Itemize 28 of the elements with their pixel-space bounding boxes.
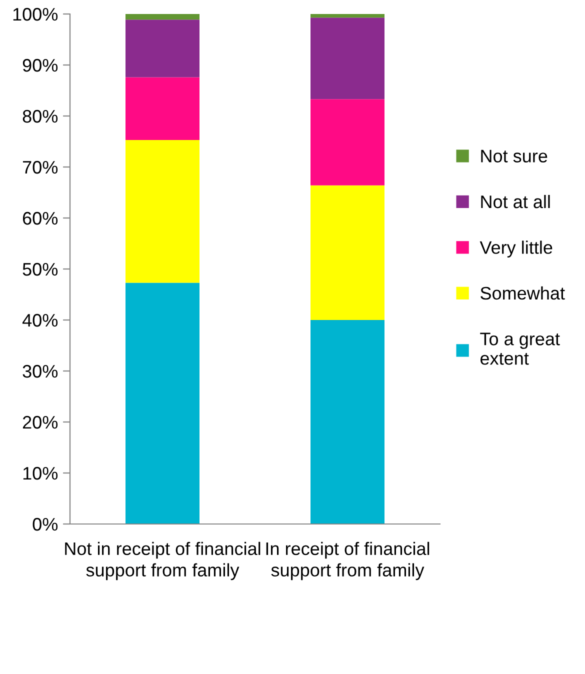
y-tick-label: 50% [22, 262, 58, 276]
legend-label: Not at all [481, 194, 550, 208]
bar [310, 18, 384, 100]
legend-label: Somewhat [480, 286, 565, 300]
y-tick-label: 70% [22, 160, 58, 174]
x-tick-label: In receipt of financial support from family [266, 542, 430, 580]
y-tick-label: 60% [22, 212, 58, 225]
bar [126, 140, 200, 283]
bar [126, 77, 200, 140]
y-tick-label: 80% [22, 110, 58, 123]
y-tick-label: 30% [22, 364, 58, 378]
bar [126, 14, 200, 20]
y-tick-label: 20% [22, 416, 58, 429]
y-tick-label: 40% [22, 314, 58, 327]
y-tick-label: 10% [23, 466, 58, 480]
legend-label: To a great extent [480, 332, 560, 365]
legend-label: Not sure [481, 150, 548, 162]
x-tick-label: Not in receipt of financial support from family [65, 542, 260, 580]
bar [310, 185, 384, 320]
y-tick-label: 100% [13, 8, 58, 21]
y-tick-label: 0% [32, 518, 58, 531]
bar [126, 20, 200, 78]
bar [310, 14, 384, 18]
bar [126, 282, 200, 524]
y-tick-label: 90% [22, 58, 58, 72]
bar [310, 320, 384, 524]
bar [310, 99, 384, 186]
legend-label: Very little [480, 240, 552, 258]
